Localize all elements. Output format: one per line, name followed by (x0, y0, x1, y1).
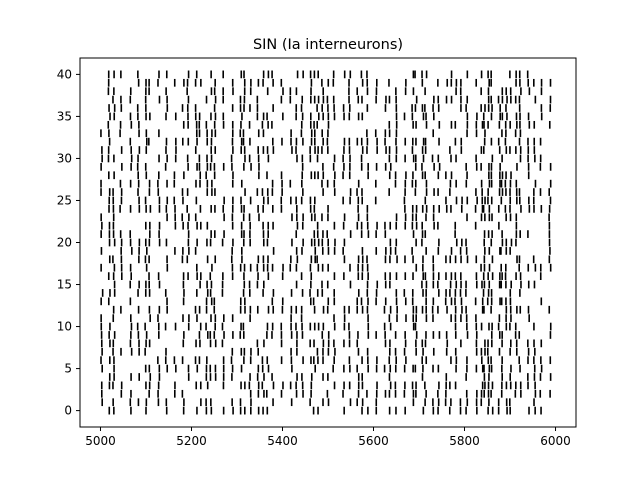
y-axis: 0 5 10 15 20 25 30 35 40 (57, 67, 80, 418)
x-tick-label: 5200 (176, 434, 207, 448)
y-tick-label: 0 (64, 404, 72, 418)
y-tick-label: 5 (64, 362, 72, 376)
y-tick-label: 30 (57, 151, 72, 165)
y-tick-label: 10 (57, 320, 72, 334)
x-tick-label: 5600 (358, 434, 389, 448)
x-tick-label: 5800 (449, 434, 480, 448)
y-tick-label: 15 (57, 278, 72, 292)
x-axis: 5000 5200 5400 5600 5800 6000 (85, 427, 571, 448)
x-tick-label: 6000 (540, 434, 571, 448)
y-tick-label: 25 (57, 193, 72, 207)
spike-raster (100, 70, 552, 415)
y-tick-label: 35 (57, 109, 72, 123)
chart-title: SIN (Ia interneurons) (253, 37, 403, 53)
x-tick-label: 5400 (267, 434, 298, 448)
y-tick-label: 20 (57, 236, 72, 250)
y-tick-label: 40 (57, 67, 72, 81)
x-tick-label: 5000 (85, 434, 116, 448)
